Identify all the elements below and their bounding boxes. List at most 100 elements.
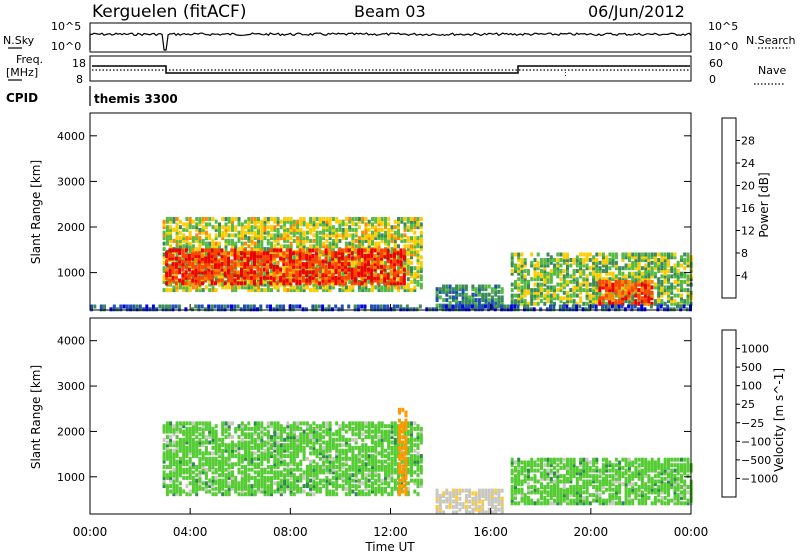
velocity-cell: [296, 489, 300, 494]
velocity-cell: [361, 473, 365, 478]
power-cell: [305, 278, 309, 283]
power-cell: [309, 230, 313, 235]
power-cell: [680, 301, 683, 306]
velocity-cell: [302, 437, 306, 442]
power-cell: [663, 274, 667, 279]
power-cell: [481, 295, 485, 300]
power-cell: [637, 266, 641, 271]
velocity-cell: [283, 473, 287, 478]
power-cell: [344, 288, 348, 293]
power-cell: [618, 269, 622, 273]
velocity-cell: [357, 435, 361, 440]
power-cell: [556, 282, 560, 287]
power-cell: [273, 227, 277, 232]
power-cell: [373, 275, 377, 280]
power-cell: [325, 238, 329, 243]
power-cell: [253, 256, 256, 261]
velocity-cell: [374, 465, 378, 469]
velocity-cell: [380, 481, 384, 486]
velocity-cell: [325, 424, 329, 429]
velocity-cell: [211, 445, 215, 450]
power-cell: [435, 292, 439, 297]
power-cell: [595, 274, 599, 279]
velocity-cell: [169, 424, 173, 429]
power-cell: [676, 304, 679, 309]
power-cell: [285, 248, 289, 253]
power-cell: [438, 303, 442, 308]
velocity-cell: [231, 448, 234, 453]
power-cell: [360, 273, 364, 278]
power-cell: [670, 266, 674, 271]
velocity-cell: [374, 456, 378, 461]
power-cell: [263, 236, 267, 241]
power-cell: [621, 255, 625, 260]
velocity-cell: [178, 465, 182, 469]
velocity-cell: [315, 454, 319, 459]
velocity-cell: [357, 424, 361, 429]
power-cell: [520, 263, 524, 268]
power-cell: [220, 253, 224, 258]
velocity-cell: [240, 432, 244, 437]
power-cell: [637, 277, 641, 282]
velocity-cell: [312, 481, 316, 486]
power-cell: [327, 270, 331, 275]
power-cell: [546, 293, 550, 298]
velocity-cell: [286, 462, 290, 467]
velocity-cell: [211, 486, 215, 491]
power-cell: [455, 298, 459, 303]
power-cell: [549, 285, 553, 290]
power-cell: [471, 295, 475, 300]
power-cell: [279, 267, 283, 272]
power-cell: [217, 264, 221, 269]
velocity-cell: [257, 456, 260, 461]
power-cell: [257, 285, 260, 290]
power-cell: [351, 238, 355, 243]
power-cell: [679, 304, 683, 309]
power-cell: [594, 304, 598, 309]
velocity-cell: [390, 448, 394, 453]
power-cell: [406, 247, 410, 252]
power-cell: [360, 281, 364, 286]
power-cell: [546, 290, 550, 295]
velocity-cell: [224, 429, 228, 434]
velocity-cell: [237, 481, 241, 486]
power-cell: [614, 307, 618, 312]
power-cell: [195, 236, 199, 241]
nave-tick-bottom: 0: [709, 73, 716, 86]
velocity-cell: [338, 484, 342, 489]
power-cell: [260, 219, 264, 224]
power-cell: [530, 296, 534, 301]
velocity-cell: [338, 467, 342, 472]
power-cell: [308, 262, 312, 267]
power-cell: [575, 307, 579, 312]
power-cell: [257, 288, 260, 293]
power-cell: [374, 225, 378, 230]
power-cell: [364, 288, 368, 293]
power-cell: [90, 304, 93, 309]
power-cell: [419, 241, 423, 246]
power-colorbar-tick-label-2: 20: [741, 180, 755, 193]
power-cell: [266, 275, 269, 280]
velocity-cell: [221, 473, 225, 478]
power-cell: [621, 299, 625, 304]
power-cell: [517, 271, 521, 276]
velocity-cell: [393, 426, 397, 431]
power-cell: [614, 266, 618, 271]
power-cell: [171, 253, 175, 258]
power-cell: [197, 267, 201, 272]
power-cell: [680, 288, 683, 293]
power-cell: [592, 258, 596, 262]
power-cell: [667, 269, 670, 273]
velocity-cell: [247, 492, 251, 497]
power-cell: [364, 222, 368, 227]
velocity-cell: [279, 478, 283, 483]
power-cell: [266, 233, 270, 238]
velocity-cell: [198, 437, 202, 442]
power-cell: [286, 217, 290, 221]
power-cell: [328, 285, 332, 290]
power-cell: [161, 307, 165, 312]
power-cell: [419, 263, 423, 268]
velocity-cell: [348, 467, 352, 472]
velocity-cell: [393, 448, 397, 453]
power-cell: [500, 304, 504, 309]
